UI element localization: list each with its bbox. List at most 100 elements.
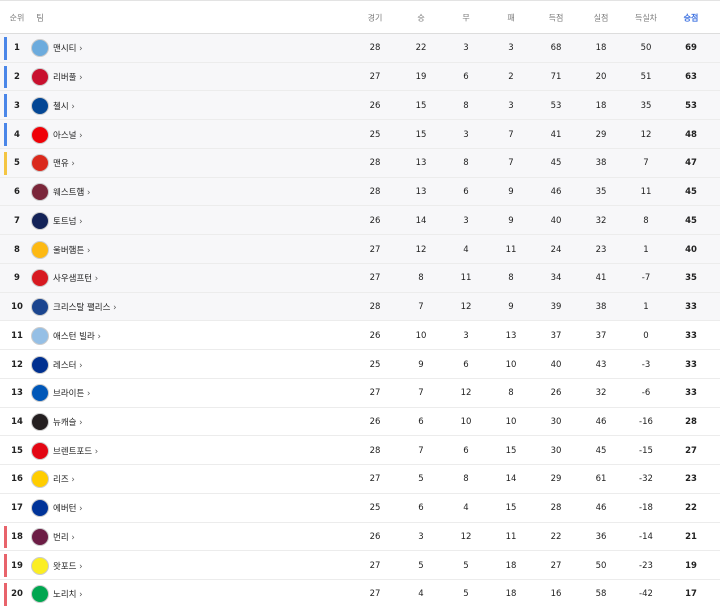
stat: 20 [595, 72, 607, 83]
team-name[interactable]: 레스터 [53, 359, 83, 371]
team-name[interactable]: 리버풀 [53, 71, 83, 83]
team-name[interactable]: 뉴캐슬 [53, 416, 83, 428]
column-header[interactable]: 승점 [683, 13, 699, 22]
stat: 18 [595, 100, 607, 111]
table-row[interactable] [0, 148, 720, 178]
stat: 16 [550, 589, 562, 600]
table-row[interactable] [0, 493, 720, 523]
table-row[interactable] [0, 62, 720, 92]
team-name[interactable]: 왓포드 [53, 560, 83, 572]
points: 17 [685, 589, 697, 600]
header-row [0, 1, 720, 34]
stat: 7 [418, 302, 424, 313]
stat: 41 [550, 129, 562, 140]
stat: 28 [369, 187, 381, 198]
stat: 71 [550, 72, 562, 83]
stat: 30 [550, 445, 562, 456]
team-logo [31, 154, 49, 173]
team-name[interactable]: 번리 [53, 531, 75, 543]
stat: 8 [643, 215, 649, 226]
table-row[interactable] [0, 436, 720, 466]
zone-indicator [4, 65, 7, 89]
points: 45 [685, 215, 697, 226]
column-header[interactable]: 경기 [367, 13, 383, 22]
team-logo [31, 269, 49, 288]
team-name[interactable]: 브렌트포드 [53, 445, 98, 457]
team-name[interactable]: 리즈 [53, 473, 75, 485]
stat: 61 [595, 474, 607, 485]
stat: 11 [505, 244, 517, 255]
stat: 28 [369, 302, 381, 313]
stat: 27 [369, 72, 381, 83]
table-row[interactable] [0, 263, 720, 293]
zone-indicator [4, 94, 7, 118]
column-header[interactable]: 무 [462, 13, 470, 22]
stat: 6 [463, 445, 469, 456]
team-name[interactable]: 울버햄튼 [53, 244, 90, 256]
table-row[interactable] [0, 407, 720, 437]
table-row[interactable] [0, 350, 720, 379]
stat: 0 [643, 330, 649, 341]
stat: 7 [418, 388, 424, 399]
stat: 10 [415, 330, 427, 341]
points: 40 [685, 244, 697, 255]
stat: 6 [418, 503, 424, 514]
stat: 8 [418, 273, 424, 284]
stat: 10 [460, 416, 472, 427]
table-row[interactable] [0, 551, 720, 581]
team-name[interactable]: 아스널 [53, 129, 83, 141]
table-row[interactable] [0, 177, 720, 207]
table-row[interactable] [0, 580, 720, 608]
table-row[interactable] [0, 206, 720, 236]
table-row[interactable] [0, 292, 720, 322]
table-row[interactable] [0, 91, 720, 121]
stat: -3 [641, 359, 651, 370]
table-row[interactable] [0, 378, 720, 408]
table-row[interactable] [0, 120, 720, 149]
stat: 5 [418, 474, 424, 485]
table-row[interactable] [0, 522, 720, 552]
stat: 27 [550, 560, 562, 571]
table-row[interactable] [0, 321, 720, 351]
rank: 9 [14, 273, 20, 284]
column-header[interactable]: 득점 [548, 13, 564, 22]
stat: 3 [463, 43, 469, 54]
stat: 6 [418, 416, 424, 427]
stat: 1 [643, 302, 649, 313]
stat: 27 [369, 244, 381, 255]
team-name[interactable]: 애스턴 빌라 [53, 330, 101, 342]
table-row[interactable] [0, 235, 720, 264]
stat: 3 [418, 531, 424, 542]
column-header[interactable]: 승 [417, 13, 425, 22]
stat: 35 [595, 187, 607, 198]
rank: 8 [14, 244, 20, 255]
stat: 6 [463, 187, 469, 198]
team-logo [31, 470, 49, 489]
team-name[interactable]: 첼시 [53, 100, 75, 112]
team-name[interactable]: 브라이튼 [53, 387, 90, 399]
column-header[interactable]: 순위 [9, 13, 25, 22]
team-name[interactable]: 사우샘프턴 [53, 272, 98, 284]
team-name[interactable]: 노리치 [53, 588, 83, 600]
stat: 29 [595, 129, 607, 140]
stat: 45 [550, 158, 562, 169]
table-row[interactable] [0, 465, 720, 494]
team-name[interactable]: 토트넘 [53, 215, 83, 227]
column-header[interactable]: 득실차 [634, 13, 658, 22]
team-name[interactable]: 웨스트햄 [53, 186, 90, 198]
table-row[interactable] [0, 34, 720, 63]
team-name[interactable]: 맨유 [53, 157, 75, 169]
column-header[interactable]: 패 [507, 13, 515, 22]
team-name[interactable]: 에버턴 [53, 502, 83, 514]
rank: 2 [14, 72, 20, 83]
column-header[interactable]: 실점 [593, 13, 609, 22]
column-header[interactable]: 팀 [36, 13, 44, 22]
stat: 22 [550, 531, 562, 542]
stat: 5 [463, 560, 469, 571]
team-name[interactable]: 크리스탈 팰리스 [53, 301, 117, 313]
rank: 3 [14, 100, 20, 111]
team-name[interactable]: 맨시티 [53, 42, 83, 54]
stat: 10 [505, 359, 517, 370]
stat: 37 [550, 330, 562, 341]
rank: 10 [11, 302, 23, 313]
